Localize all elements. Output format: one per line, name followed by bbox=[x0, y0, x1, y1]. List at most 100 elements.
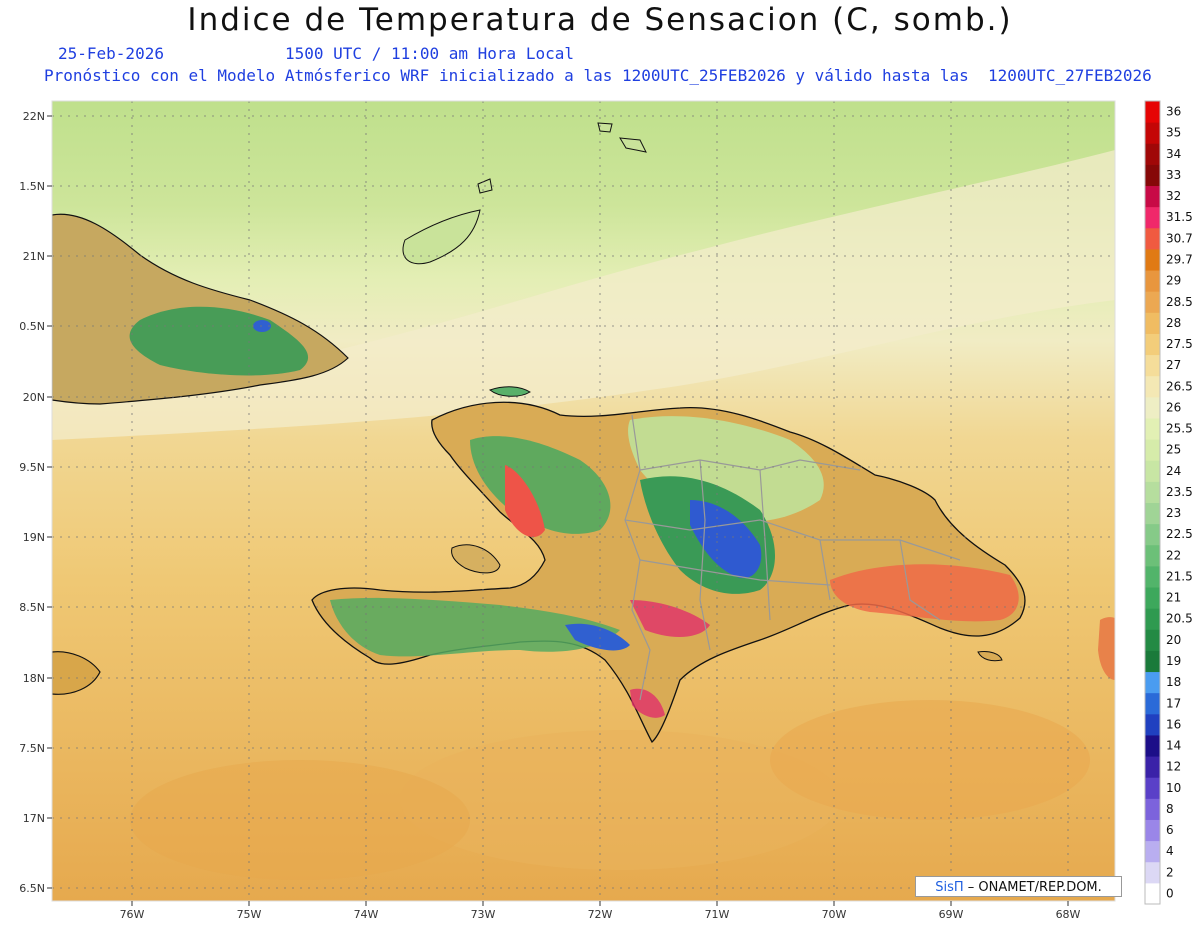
map-field bbox=[52, 101, 1115, 901]
forecast-description: Pronóstico con el Modelo Atmósferico WRF… bbox=[44, 66, 1152, 85]
haiti-cold-spot bbox=[565, 623, 630, 651]
forecast-date: 25-Feb-2026 bbox=[58, 44, 164, 63]
map-frame bbox=[51, 100, 1116, 902]
colorbar-swatch bbox=[1145, 439, 1160, 461]
jamaica-landmass bbox=[52, 651, 101, 695]
lat-label: 6.5N bbox=[19, 882, 45, 895]
lon-label: 72W bbox=[588, 908, 613, 921]
barahona-hot-zone bbox=[630, 688, 665, 718]
colorbar: 02468101214161718192020.52121.52222.5232… bbox=[1144, 100, 1193, 905]
colorbar-swatch bbox=[1145, 101, 1160, 123]
lon-label: 76W bbox=[120, 908, 145, 921]
colorbar-swatch bbox=[1145, 396, 1160, 419]
colorbar-label: 0 bbox=[1166, 886, 1174, 900]
haiti-hot-zone bbox=[505, 465, 545, 538]
map-title: Indice de Temperatura de Sensacion (C, s… bbox=[187, 2, 1013, 38]
colorbar-swatch bbox=[1145, 417, 1160, 440]
colorbar-label: 23.5 bbox=[1166, 485, 1193, 499]
colorbar-swatch bbox=[1145, 460, 1160, 482]
colorbar-label: 12 bbox=[1166, 760, 1181, 774]
lon-label: 68W bbox=[1056, 908, 1081, 921]
colorbar-label: 26 bbox=[1166, 400, 1181, 414]
colorbar-label: 4 bbox=[1166, 844, 1174, 858]
colorbar-swatch bbox=[1145, 206, 1160, 229]
colorbar-label: 19 bbox=[1166, 654, 1181, 668]
lon-label: 71W bbox=[705, 908, 730, 921]
colorbar-label: 27 bbox=[1166, 358, 1181, 372]
colorbar-label: 28 bbox=[1166, 316, 1181, 330]
lat-label: 17N bbox=[23, 812, 45, 825]
colorbar-label: 25.5 bbox=[1166, 422, 1193, 436]
colorbar-swatch bbox=[1145, 756, 1160, 778]
colorbar-swatch bbox=[1145, 523, 1160, 546]
colorbar-swatch bbox=[1145, 882, 1160, 905]
colorbar-swatch bbox=[1145, 587, 1160, 609]
colorbar-label: 33 bbox=[1166, 168, 1181, 182]
colorbar-swatch bbox=[1145, 650, 1160, 673]
colorbar-swatch bbox=[1145, 777, 1160, 799]
colorbar-label: 36 bbox=[1166, 105, 1181, 119]
gonave-island bbox=[451, 544, 501, 574]
south-hot-zone bbox=[630, 600, 710, 637]
colorbar-swatch bbox=[1145, 692, 1160, 715]
lat-ticks bbox=[47, 115, 52, 889]
colorbar-label: 10 bbox=[1166, 781, 1181, 795]
colorbar-label: 30.7 bbox=[1166, 231, 1193, 245]
credit-brand: SisΠ bbox=[935, 880, 964, 895]
colorbar-label: 24 bbox=[1166, 464, 1181, 478]
colorbar-label: 34 bbox=[1166, 147, 1181, 161]
colorbar-swatch bbox=[1145, 734, 1160, 757]
colorbar-label: 18 bbox=[1166, 675, 1181, 689]
colorbar-swatch bbox=[1145, 629, 1160, 651]
lat-label: 20N bbox=[23, 391, 45, 404]
lon-label: 74W bbox=[354, 908, 379, 921]
graticule bbox=[52, 101, 1115, 901]
colorbar-label: 20.5 bbox=[1166, 612, 1193, 626]
colorbar-swatch bbox=[1145, 122, 1160, 144]
lat-label: 18N bbox=[23, 672, 45, 685]
colorbar-label: 27.5 bbox=[1166, 337, 1193, 351]
colorbar-swatch bbox=[1145, 713, 1160, 736]
colorbar-swatch bbox=[1145, 227, 1160, 250]
colorbar-label: 26.5 bbox=[1166, 379, 1193, 393]
warm-patch bbox=[400, 730, 840, 870]
inagua-island bbox=[402, 209, 481, 265]
colorbar-swatch bbox=[1145, 840, 1160, 863]
lat-label: 19N bbox=[23, 531, 45, 544]
lon-label: 70W bbox=[822, 908, 847, 921]
colorbar-swatch bbox=[1145, 798, 1160, 820]
colorbar-swatch bbox=[1145, 354, 1160, 377]
colorbar-label: 22 bbox=[1166, 548, 1181, 562]
colorbar-label: 16 bbox=[1166, 717, 1181, 731]
forecast-time: 1500 UTC / 11:00 am Hora Local bbox=[285, 44, 574, 63]
colorbar-label: 31.5 bbox=[1166, 210, 1193, 224]
tortuga-island bbox=[488, 386, 531, 397]
lat-label: 21N bbox=[23, 250, 45, 263]
colorbar-swatch bbox=[1145, 270, 1160, 292]
colorbar-swatch bbox=[1145, 312, 1160, 334]
colorbar-label: 21.5 bbox=[1166, 569, 1193, 583]
credit-text: – ONAMET/REP.DOM. bbox=[967, 880, 1102, 895]
lat-label: 1.5N bbox=[19, 180, 45, 193]
colorbar-swatch bbox=[1145, 248, 1160, 271]
cordillera-cold-zone bbox=[690, 500, 762, 579]
colorbar-swatch bbox=[1145, 671, 1160, 694]
credit-box: SisΠ – ONAMET/REP.DOM. bbox=[915, 876, 1122, 897]
colorbar-swatch bbox=[1145, 481, 1160, 503]
colorbar-label: 20 bbox=[1166, 633, 1181, 647]
colorbar-swatch bbox=[1145, 819, 1160, 842]
warm-patch bbox=[130, 760, 470, 880]
lat-label: 8.5N bbox=[19, 601, 45, 614]
colorbar-frame bbox=[1144, 100, 1161, 905]
colorbar-swatch bbox=[1145, 375, 1160, 398]
lat-label: 0.5N bbox=[19, 320, 45, 333]
colorbar-label: 29.7 bbox=[1166, 252, 1193, 266]
province-boundaries bbox=[624, 414, 961, 701]
colorbar-swatch bbox=[1145, 544, 1160, 567]
puerto-rico-edge bbox=[1098, 617, 1115, 680]
warm-patch bbox=[770, 700, 1090, 820]
colorbar-swatch bbox=[1145, 164, 1160, 187]
lon-label: 69W bbox=[939, 908, 964, 921]
colorbar-swatch bbox=[1145, 861, 1160, 884]
